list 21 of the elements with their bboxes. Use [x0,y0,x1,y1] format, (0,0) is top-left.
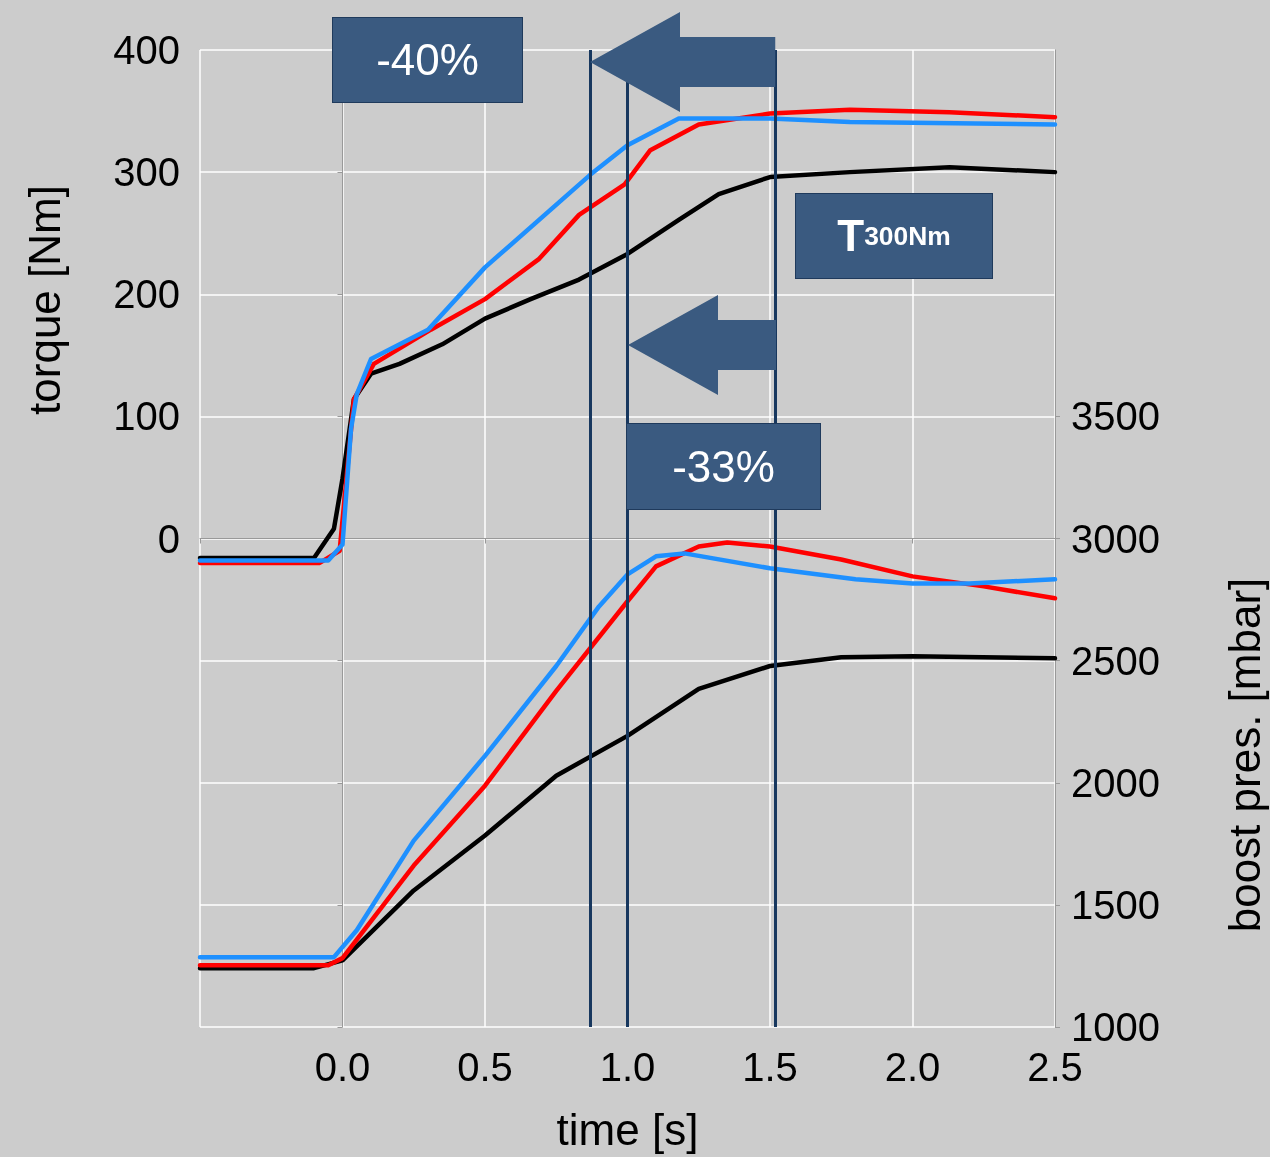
y2-tick-label: 3500 [1071,394,1160,439]
x-axis-title: time [s] [556,1104,699,1154]
y2-tick-label: 1500 [1071,882,1160,927]
y-tick-label: 0 [157,516,180,561]
annotation: -33% [626,423,821,510]
y-tick-label: 100 [113,394,180,439]
y-tick-label: 200 [113,272,180,317]
annotation: -40% [332,17,523,103]
y2-axis-title: boost pres. [mbar] [1219,577,1269,933]
x-tick-label: 0.0 [314,1045,371,1089]
y2-tick-label: 3000 [1071,516,1160,561]
x-tick-label: 2.0 [884,1045,941,1089]
x-tick-label: 0.5 [457,1045,513,1089]
y-tick-label: 300 [113,150,180,195]
x-tick-label: 1.0 [599,1045,656,1089]
y-axis-title: torque [Nm] [19,185,69,415]
x-tick-label: 1.5 [742,1045,798,1089]
y2-tick-label: 2000 [1071,760,1160,805]
y2-tick-label: 2500 [1071,638,1160,683]
line-series [197,653,1058,971]
y-tick-label: 400 [113,28,180,72]
